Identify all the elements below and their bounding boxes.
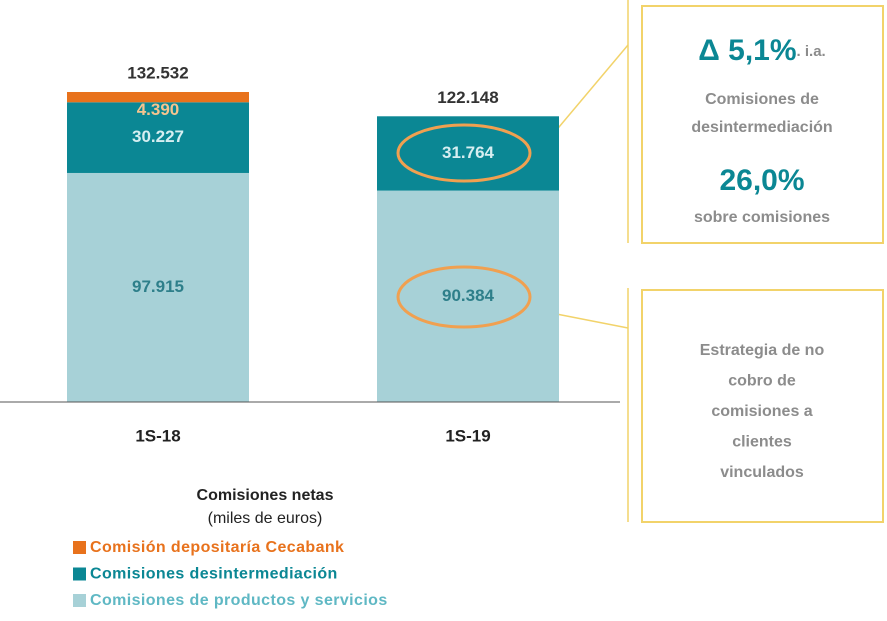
delta-suffix: . i.a. (797, 43, 826, 60)
annotation-text: cobro de (728, 373, 796, 390)
value-label: 90.384 (442, 286, 495, 305)
annotation-text: comisiones a (711, 403, 812, 420)
share-desc: sobre comisiones (694, 209, 830, 226)
legend-swatch (73, 567, 86, 581)
annotation-text: clientes (732, 434, 792, 451)
legend-swatch (73, 594, 86, 607)
legend-label: Comisiones de productos y servicios (90, 592, 388, 609)
bar-segment (67, 92, 249, 103)
bar-segment (67, 172, 249, 402)
value-label: 30.227 (132, 127, 184, 146)
share: 26,0% (719, 164, 804, 197)
legend-swatch (73, 541, 86, 554)
annotation-text: Comisiones de (705, 91, 819, 108)
delta: Δ 5,1% (698, 34, 796, 67)
annotation-text: desintermediación (691, 119, 832, 136)
annotation-box (641, 289, 884, 523)
delta-text: Δ 5,1%. i.a. (698, 34, 825, 67)
annotation-text: vinculados (720, 464, 804, 481)
total-label: 132.532 (127, 63, 188, 82)
highlight-ellipse (396, 265, 532, 329)
total-label: 122.148 (437, 88, 498, 107)
x-tick-label: 1S-19 (445, 426, 490, 445)
legend-label: Comisión depositaría Cecabank (90, 539, 344, 556)
legend-title: Comisiones netas (197, 487, 334, 504)
value-label: 4.390 (137, 100, 180, 119)
value-label: 97.915 (132, 277, 184, 296)
legend-subtitle: (miles de euros) (208, 510, 323, 527)
highlight-ellipse (396, 123, 532, 183)
legend-label: Comisiones desintermediación (90, 566, 338, 583)
annotation-box (641, 5, 884, 244)
bar-segment (67, 102, 249, 173)
value-label: 31.764 (442, 143, 495, 162)
x-tick-label: 1S-18 (135, 426, 180, 445)
annotation-text: Estrategia de no (700, 342, 825, 359)
